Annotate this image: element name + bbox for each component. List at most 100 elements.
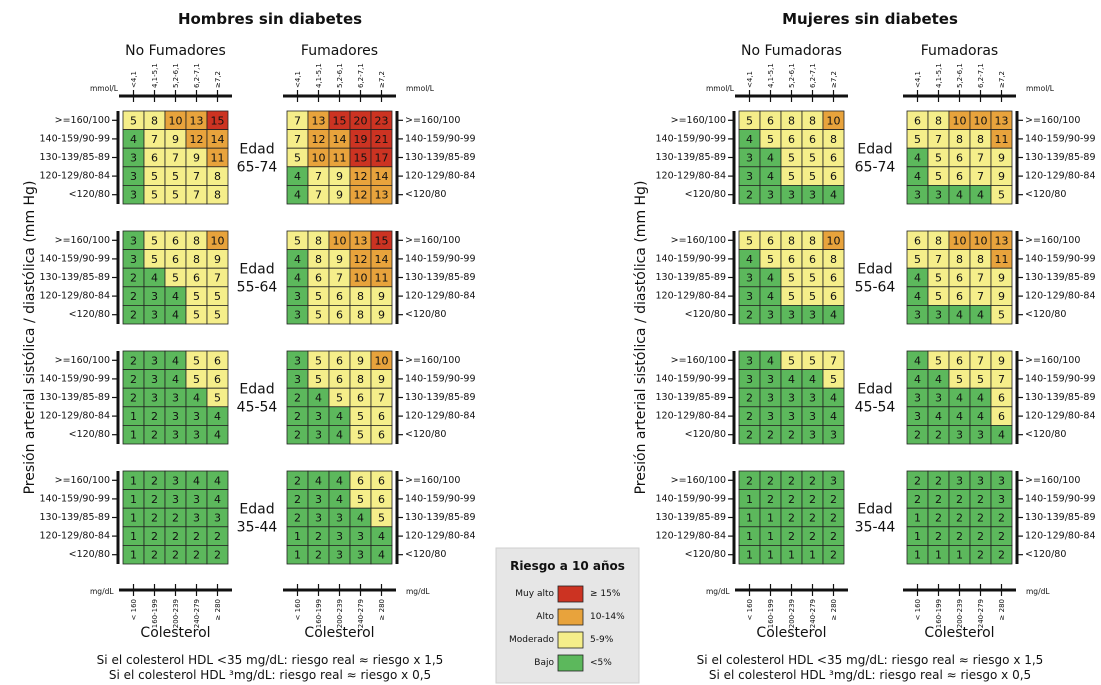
risk-value: 3 [788, 309, 795, 322]
risk-value: 4 [130, 133, 137, 146]
risk-value: 8 [956, 133, 963, 146]
legend-entry-name: Bajo [534, 658, 554, 668]
bp-label-left: 120-129/80-84 [656, 531, 727, 542]
risk-value: 8 [956, 253, 963, 266]
bp-label-right: >=160/100 [1025, 235, 1080, 246]
risk-value: 5 [788, 290, 795, 303]
risk-value: 2 [809, 530, 816, 543]
risk-value: 10 [827, 114, 841, 127]
risk-value: 7 [294, 114, 301, 127]
chol-mmol-label: 5,2-6,1 [788, 63, 796, 88]
unit-mgdl-left: mg/dL [90, 587, 114, 596]
risk-value: 1 [914, 549, 921, 562]
risk-value: 2 [767, 429, 774, 442]
risk-value: 2 [151, 410, 158, 423]
bp-label-left: 140-159/90-99 [656, 493, 727, 504]
risk-value: 2 [809, 493, 816, 506]
risk-value: 5 [378, 512, 385, 525]
chol-mgdl-label: 200-239 [956, 599, 964, 628]
risk-value: 5 [151, 234, 158, 247]
bp-label-right: 130-139/85-89 [1025, 152, 1096, 163]
risk-value: 17 [375, 152, 389, 165]
risk-value: 3 [914, 189, 921, 202]
risk-value: 9 [998, 170, 1005, 183]
risk-value: 4 [357, 512, 364, 525]
risk-value: 8 [151, 114, 158, 127]
chol-mmol-label: 5,2-6,1 [336, 63, 344, 88]
bp-label-left: <120/80 [69, 549, 110, 560]
risk-value: 10 [333, 234, 347, 247]
bp-label-right: <120/80 [405, 429, 446, 440]
risk-value: 5 [151, 189, 158, 202]
risk-value: 7 [214, 272, 221, 285]
risk-value: 8 [935, 234, 942, 247]
risk-value: 3 [151, 290, 158, 303]
chol-mmol-label: <4,1 [130, 71, 138, 88]
risk-value: 8 [788, 114, 795, 127]
risk-value: 5 [935, 272, 942, 285]
unit-mmol-left: mmol/L [90, 84, 119, 93]
risk-value: 6 [336, 373, 343, 386]
risk-value: 4 [746, 133, 753, 146]
bp-label-left: >=160/100 [55, 355, 110, 366]
bp-label-left: 120-129/80-84 [40, 411, 111, 422]
risk-value: 2 [130, 290, 137, 303]
risk-value: 4 [336, 474, 343, 487]
risk-value: 7 [977, 152, 984, 165]
risk-value: 12 [190, 133, 204, 146]
risk-value: 3 [172, 429, 179, 442]
bp-label-right: <120/80 [405, 309, 446, 320]
risk-value: 4 [956, 410, 963, 423]
risk-value: 2 [130, 373, 137, 386]
unit-mgdl-right: mg/dL [1026, 587, 1050, 596]
risk-value: 2 [956, 493, 963, 506]
risk-value: 2 [172, 549, 179, 562]
risk-value: 2 [830, 512, 837, 525]
risk-value: 12 [354, 170, 368, 183]
risk-value: 13 [375, 189, 389, 202]
risk-value: 3 [746, 272, 753, 285]
risk-value: 3 [998, 493, 1005, 506]
risk-value: 4 [294, 272, 301, 285]
risk-value: 5 [788, 272, 795, 285]
bp-label-right: 140-159/90-99 [405, 493, 476, 504]
risk-grid-smoker-65-74: 7 13 15 20 23 7 12 14 19 21 5 10 11 15 17 4 7 9 12 14 4 7 9 12 1… [286, 110, 393, 205]
legend-swatch [557, 654, 584, 672]
risk-value: 9 [336, 170, 343, 183]
risk-value: 7 [378, 392, 385, 405]
chol-mgdl-label: 240-279 [193, 599, 201, 628]
risk-value: 5 [294, 234, 301, 247]
risk-value: 4 [378, 530, 385, 543]
risk-value: 8 [830, 133, 837, 146]
bp-label-left: <120/80 [685, 549, 726, 560]
risk-grid-smoker-55-64: 6 8 10 10 13 5 7 8 8 11 4 5 6 7 9 4 5 6 7 9 3 3 4 4 5 [906, 230, 1013, 325]
risk-value: 9 [214, 253, 221, 266]
bp-label-right: <120/80 [405, 549, 446, 560]
risk-value: 7 [193, 170, 200, 183]
bp-label-right: 140-159/90-99 [1025, 493, 1096, 504]
risk-value: 5 [788, 170, 795, 183]
risk-value: 3 [956, 474, 963, 487]
y-axis-label: Presión arterial sistólica / diastólica … [633, 181, 649, 495]
risk-value: 5 [151, 170, 158, 183]
risk-value: 6 [214, 373, 221, 386]
risk-value: 5 [956, 373, 963, 386]
risk-value: 3 [746, 170, 753, 183]
chol-mmol-label: 4,1-5,1 [935, 63, 943, 88]
risk-value: 9 [193, 152, 200, 165]
chol-mmol-label: 6,2-7,1 [357, 63, 365, 88]
risk-value: 4 [935, 410, 942, 423]
age-label-edad: Edad [239, 502, 274, 518]
risk-value: 3 [767, 373, 774, 386]
bp-label-right: <120/80 [405, 189, 446, 200]
bp-label-right: 120-129/80-84 [405, 411, 476, 422]
risk-value: 1 [130, 474, 137, 487]
chol-mmol-label: 5,2-6,1 [172, 63, 180, 88]
chol-mmol-label: ≥7,2 [378, 71, 386, 88]
risk-value: 7 [830, 354, 837, 367]
risk-value: 8 [788, 234, 795, 247]
age-label-range: 35-44 [855, 520, 896, 536]
risk-value: 2 [294, 429, 301, 442]
risk-value: 3 [151, 354, 158, 367]
risk-value: 2 [788, 474, 795, 487]
